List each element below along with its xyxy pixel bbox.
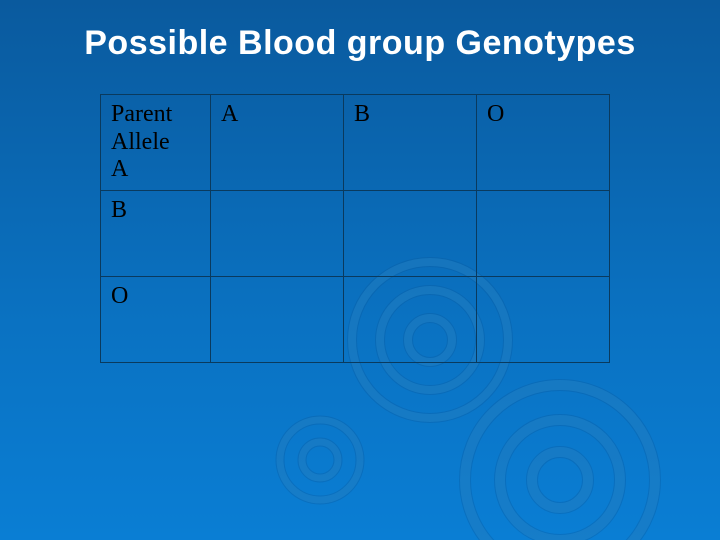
genotype-table: Parent Allele A A B O B O (100, 94, 610, 363)
slide: Possible Blood group Genotypes Parent Al… (0, 0, 720, 540)
row-header-b: B (101, 190, 211, 276)
col-header-b: B (344, 95, 477, 191)
corner-line-1: Parent (111, 101, 172, 127)
cell (211, 190, 344, 276)
table-header-row: Parent Allele A A B O (101, 95, 610, 191)
corner-line-2: Allele (111, 129, 170, 155)
cell (477, 190, 610, 276)
row-header-o: O (101, 276, 211, 362)
cell (344, 190, 477, 276)
cell (211, 276, 344, 362)
corner-line-3: A (111, 156, 128, 182)
col-header-a: A (211, 95, 344, 191)
slide-title: Possible Blood group Genotypes (0, 24, 720, 63)
table-row: B (101, 190, 610, 276)
cell (477, 276, 610, 362)
cell (344, 276, 477, 362)
corner-cell: Parent Allele A (101, 95, 211, 191)
table-row: O (101, 276, 610, 362)
table: Parent Allele A A B O B O (100, 94, 610, 363)
col-header-o: O (477, 95, 610, 191)
